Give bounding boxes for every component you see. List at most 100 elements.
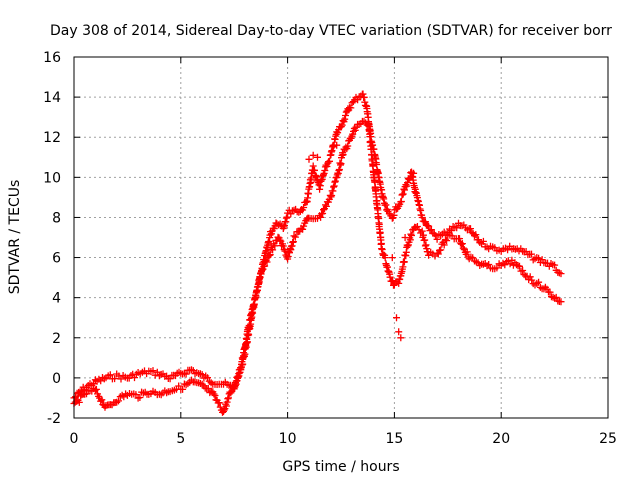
x-tick-label: 15: [385, 431, 403, 447]
point-upper-trace: [347, 104, 355, 112]
point-lower-trace: [519, 267, 527, 274]
point-lower-trace: [459, 244, 467, 252]
point-lower-trace: [422, 241, 430, 249]
x-tick-label: 0: [70, 431, 79, 447]
point-upper-trace: [300, 204, 308, 211]
x-tick-label: 20: [492, 431, 510, 447]
point-lower-trace: [319, 210, 327, 217]
point-lower-trace: [441, 236, 449, 244]
point-lower-trace: [115, 397, 122, 405]
point-lower-trace: [513, 261, 520, 269]
point-upper-trace: [354, 96, 362, 104]
point-upper-trace: [339, 117, 347, 125]
point-lower-trace: [413, 223, 421, 230]
point-lower-trace: [215, 399, 223, 407]
grid: [73, 56, 609, 419]
x-axis-label: GPS time / hours: [282, 459, 399, 475]
point-lower-trace: [355, 120, 363, 128]
point-lower-trace: [224, 395, 232, 403]
data-points: [70, 90, 565, 416]
point-scattered-points: [401, 234, 409, 241]
point-upper-trace: [275, 221, 282, 229]
y-tick-label: 0: [52, 371, 61, 387]
point-lower-trace: [463, 248, 471, 256]
point-upper-trace: [403, 182, 411, 190]
point-lower-trace: [528, 276, 536, 284]
point-upper-trace: [447, 227, 455, 235]
point-upper-trace: [380, 195, 388, 203]
point-lower-trace: [443, 237, 451, 245]
point-lower-trace: [516, 262, 523, 270]
point-upper-trace: [106, 371, 114, 379]
point-scattered-points: [395, 328, 403, 336]
point-lower-trace: [458, 240, 466, 248]
point-lower-trace: [92, 385, 100, 393]
point-lower-trace: [261, 257, 269, 265]
point-lower-trace: [266, 251, 274, 259]
point-lower-trace: [360, 117, 368, 125]
point-lower-trace: [330, 183, 337, 191]
point-lower-trace: [344, 142, 352, 150]
point-lower-trace: [421, 236, 429, 244]
y-tick-label: 12: [43, 130, 61, 146]
point-upper-trace: [472, 231, 480, 239]
point-lower-trace: [236, 369, 243, 377]
point-upper-trace: [427, 226, 435, 234]
point-lower-trace: [206, 389, 214, 397]
y-axis-label: SDTVAR / TECUs: [7, 180, 23, 295]
point-upper-trace: [326, 157, 333, 165]
point-lower-trace: [418, 227, 426, 235]
point-lower-trace: [546, 288, 554, 296]
point-upper-trace: [290, 206, 298, 214]
point-upper-trace: [433, 235, 441, 243]
point-lower-trace: [339, 151, 347, 159]
point-lower-trace: [440, 241, 448, 249]
y-tick-label: 8: [52, 210, 61, 226]
point-lower-trace: [299, 225, 307, 233]
point-lower-trace: [231, 382, 238, 390]
point-lower-trace: [322, 202, 330, 210]
point-lower-trace: [220, 406, 228, 414]
point-lower-trace: [300, 222, 308, 230]
point-lower-trace: [258, 266, 266, 274]
point-upper-trace: [418, 214, 426, 221]
y-tick-label: 2: [52, 331, 61, 347]
x-tick-label: 10: [279, 431, 297, 447]
point-upper-trace: [404, 175, 412, 183]
point-upper-trace: [479, 237, 487, 245]
point-lower-trace: [408, 232, 415, 239]
chart-title: Day 308 of 2014, Sidereal Day-to-day VTE…: [50, 23, 612, 39]
point-upper-trace: [281, 222, 288, 229]
point-lower-trace: [381, 254, 389, 262]
x-tick-label: 5: [176, 431, 185, 447]
point-lower-trace: [437, 246, 445, 254]
point-upper-trace: [421, 218, 429, 226]
point-lower-trace: [485, 261, 493, 268]
point-upper-trace: [337, 123, 345, 131]
point-lower-trace: [136, 394, 144, 401]
point-lower-trace: [331, 177, 339, 185]
point-lower-trace: [286, 249, 293, 257]
point-lower-trace: [280, 246, 288, 254]
point-lower-trace: [552, 293, 560, 301]
point-upper-trace: [453, 224, 461, 232]
point-lower-trace: [363, 121, 371, 129]
point-lower-trace: [557, 298, 565, 306]
point-upper-trace: [341, 115, 349, 123]
point-upper-trace: [555, 269, 563, 277]
y-tick-label: 10: [43, 170, 61, 186]
point-upper-trace: [323, 163, 331, 170]
point-lower-trace: [400, 258, 408, 266]
point-scattered-points: [397, 334, 405, 342]
point-upper-trace: [471, 232, 478, 240]
point-upper-trace: [111, 375, 119, 383]
point-upper-trace: [334, 129, 342, 137]
point-upper-trace: [316, 185, 324, 193]
tick-labels: 0 5 10 15 20 25 -2 0 2 4 6 8 10 12 14 16: [43, 50, 617, 447]
point-lower-trace: [279, 242, 287, 250]
point-lower-trace: [369, 161, 377, 169]
point-lower-trace: [276, 236, 284, 244]
point-upper-trace: [382, 201, 390, 209]
point-upper-trace: [557, 270, 565, 278]
